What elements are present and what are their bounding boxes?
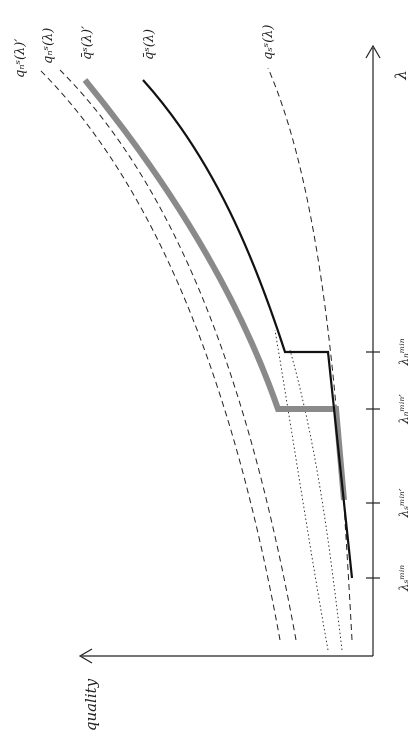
label-qbar: q̄ˢ(λ): [142, 29, 157, 60]
curve-qn: [59, 69, 297, 641]
dotted-curve-outer: [274, 329, 329, 651]
quality-axis-arrowhead: [78, 648, 93, 664]
tick-label-ls-min: λₛᵐⁱⁿ: [397, 565, 411, 592]
curve-qn-prime: [39, 69, 281, 641]
tick-labels: λₛᵐⁱⁿ λₛᵐⁱⁿ′ λₙᵐⁱⁿ′ λₙᵐⁱⁿ: [397, 338, 411, 592]
label-qn: qₙˢ(λ): [41, 28, 56, 64]
curve-qs: [267, 67, 353, 641]
curve-qbar-prime: [82, 78, 347, 501]
lambda-axis-label: λ: [392, 70, 410, 81]
tick-label-ls-min-prime: λₛᵐⁱⁿ′: [397, 488, 411, 518]
dotted-curve-inner: [289, 349, 343, 651]
tick-label-ln-min: λₙᵐⁱⁿ: [397, 338, 411, 366]
curve-qbar: [142, 79, 354, 579]
lambda-axis-arrowhead: [365, 44, 381, 59]
ticks: [366, 351, 380, 579]
label-qbar-prime: q̄ˢ(λ)′: [80, 26, 95, 60]
curve-labels: qₙˢ(λ)′ qₙˢ(λ) q̄ˢ(λ)′ q̄ˢ(λ) qₛˢ(λ): [13, 25, 276, 78]
label-qs: qₛˢ(λ): [261, 25, 276, 60]
axis-labels: quality λ: [82, 70, 410, 731]
tick-label-ln-min-prime: λₙᵐⁱⁿ′: [397, 394, 411, 425]
axes: [78, 44, 381, 664]
quality-axis-label: quality: [82, 678, 100, 731]
label-qn-prime: qₙˢ(λ)′: [13, 39, 28, 78]
